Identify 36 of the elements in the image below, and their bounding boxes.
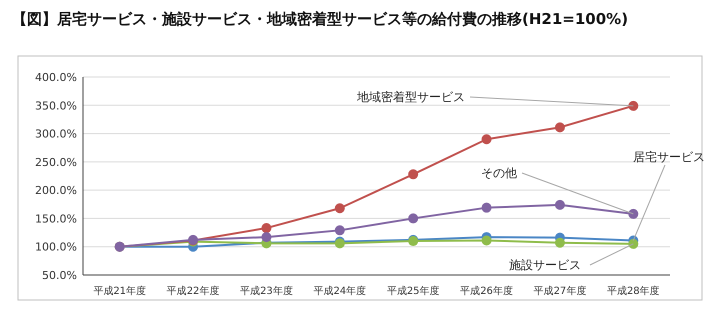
point: [628, 100, 638, 111]
point: [628, 208, 638, 219]
point: [554, 122, 565, 132]
point: [334, 203, 345, 214]
series-label: 施設サービス: [509, 258, 581, 272]
y-tick-label: 350.0%: [35, 99, 77, 112]
point: [482, 134, 492, 144]
y-tick-label: 300.0%: [35, 128, 77, 141]
point: [261, 232, 272, 242]
y-tick-label: 150.0%: [35, 212, 77, 226]
y-tick-label: 50.0%: [42, 269, 77, 282]
x-tick-label: 平成27年度: [534, 285, 586, 297]
x-tick-label: 平成28年度: [606, 285, 660, 297]
chart-title: 【図】居宅サービス・施設サービス・地域密着型サービス等の給付費の推移(H21=100%): [12, 10, 628, 28]
y-tick-label: 200.0%: [35, 184, 77, 198]
point: [408, 169, 418, 180]
y-tick-label: 100.0%: [35, 240, 77, 254]
y-tick-label: 250.0%: [35, 156, 77, 169]
x-tick-label: 平成26年度: [460, 285, 513, 297]
x-tick-label: 平成23年度: [240, 285, 293, 297]
point: [554, 238, 565, 248]
point: [261, 223, 272, 234]
point: [554, 200, 565, 210]
x-tick-label: 平成24年度: [313, 285, 366, 297]
point: [482, 235, 492, 246]
point: [334, 225, 345, 236]
point: [408, 213, 418, 224]
y-tick-label: 400.0%: [35, 71, 77, 84]
series-label: その他: [481, 166, 517, 180]
point: [628, 238, 638, 249]
text: 居宅サービス: [633, 150, 705, 164]
x-tick-label: 平成22年度: [166, 285, 220, 297]
x-tick-label: 平成25年度: [386, 285, 440, 297]
text: 地域密着型サービス: [356, 90, 465, 104]
point: [482, 202, 492, 213]
x-tick-label: 平成21年度: [93, 285, 146, 297]
